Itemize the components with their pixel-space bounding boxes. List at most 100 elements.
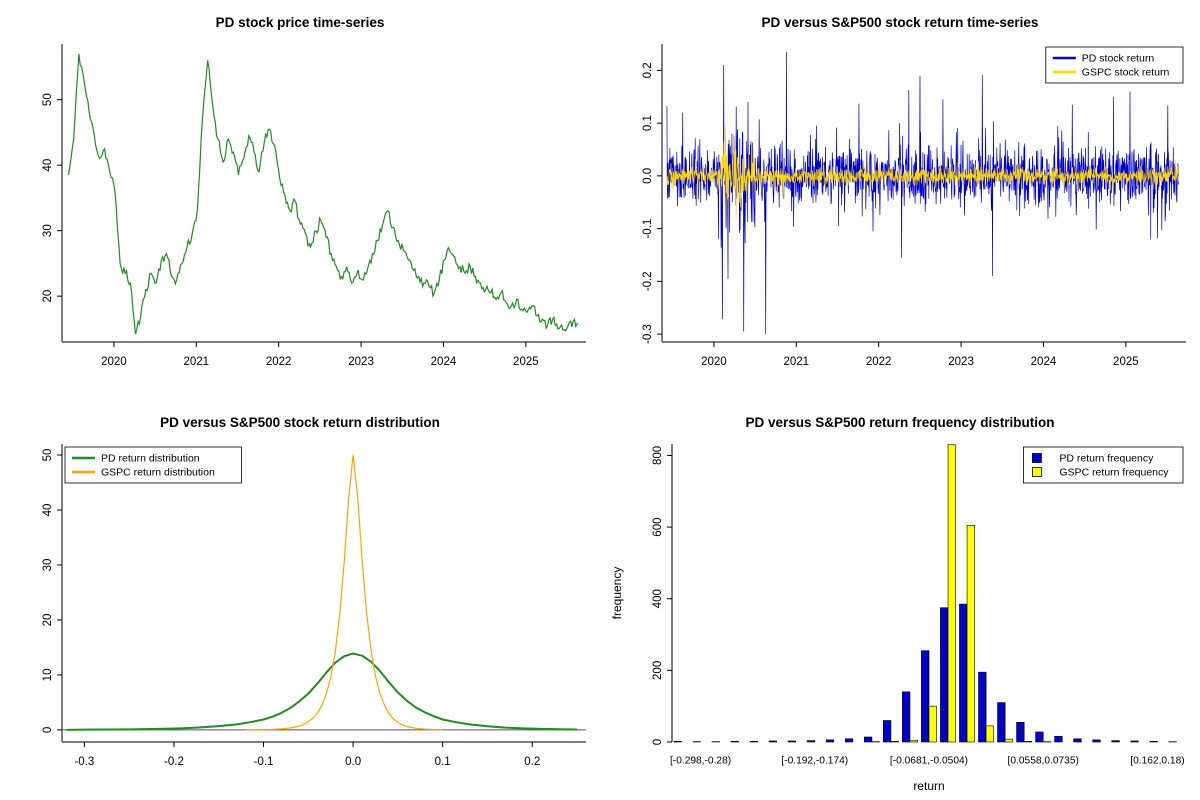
x-tick-label: 2024 xyxy=(1031,356,1057,368)
legend-swatch xyxy=(1031,467,1042,477)
frequency-bar xyxy=(947,444,956,743)
frequency-bar xyxy=(730,740,739,743)
frequency-bar xyxy=(1111,740,1120,743)
frequency-bar xyxy=(940,607,949,743)
x-tick-label: 0.0 xyxy=(345,756,361,768)
y-tick-label: -0.1 xyxy=(642,219,654,239)
frequency-bar xyxy=(749,740,758,743)
legend: PD stock return GSPC stock return xyxy=(1045,46,1184,84)
x-bin-label: [0.0558,0.0735) xyxy=(1008,756,1079,767)
frequency-bar xyxy=(1130,740,1139,743)
legend-label: GSPC return frequency xyxy=(1059,467,1169,479)
y-tick-label: 0.0 xyxy=(642,168,654,184)
frequency-bar xyxy=(1149,740,1158,743)
x-tick-label: 2022 xyxy=(266,356,292,368)
x-tick-label: 0.1 xyxy=(435,756,451,768)
chart-title: PD versus S&P500 return frequency distri… xyxy=(745,415,1055,430)
x-tick-label: 2021 xyxy=(783,356,809,368)
x-bin-label: [-0.192,-0.174) xyxy=(781,756,848,767)
legend-box xyxy=(1022,446,1184,484)
y-tick-label: 40 xyxy=(42,504,54,517)
frequency-bar xyxy=(1054,735,1063,743)
legend-label: GSPC stock return xyxy=(1082,67,1170,79)
y-tick-label: 0.1 xyxy=(642,115,654,131)
frequency-bar xyxy=(844,738,854,743)
x-tick-label: -0.2 xyxy=(164,756,184,768)
frequency-bar xyxy=(902,691,911,743)
frequency-chart-svg: 0 200 400 600 800 [-0.298,-0.28) [-0.192,-0.17… xyxy=(610,444,1185,793)
return-series-line xyxy=(666,126,1179,227)
frequency-bar xyxy=(985,725,995,743)
axes xyxy=(657,44,1186,347)
legend-box xyxy=(1045,46,1184,84)
x-tick-label: 2025 xyxy=(1113,356,1139,368)
y-axis-title: frequency xyxy=(610,567,624,620)
frequency-bar xyxy=(673,740,682,743)
axes xyxy=(57,44,586,347)
x-bin-label: [-0.298,-0.28) xyxy=(670,756,731,767)
frequency-bar xyxy=(863,736,873,743)
frequency-bar xyxy=(787,740,797,743)
x-tick-label: 2021 xyxy=(183,356,209,368)
returns-chart-svg: 2020 2021 2022 2023 2024 2025 -0.3 -0.2 -0.1 0.0 0… xyxy=(642,44,1186,368)
x-tick-label: 2022 xyxy=(866,356,892,368)
y-tick-label: 800 xyxy=(652,446,664,465)
panel-return-distribution: PD versus S&P500 stock return distributi… xyxy=(0,400,600,800)
chart-title: PD versus S&P500 stock return time-serie… xyxy=(761,15,1039,30)
legend-label: PD return frequency xyxy=(1059,453,1154,465)
y-tick-label: 10 xyxy=(42,669,54,682)
return-series-line xyxy=(666,51,1179,335)
price-chart-svg: 2020 2021 2022 2023 2024 2025 20 30 40 50 xyxy=(42,44,586,368)
density-curve xyxy=(66,652,578,731)
frequency-bar xyxy=(1016,721,1025,743)
panel-price-time-series: PD stock price time-series 2020 2021 2022 2… xyxy=(0,0,600,400)
legend: PD return frequency GSPC return frequency xyxy=(1022,446,1184,484)
frequency-bar xyxy=(997,702,1006,743)
y-tick-label: 0 xyxy=(42,727,54,733)
y-tick-label: 50 xyxy=(42,93,54,106)
y-tick-label: 400 xyxy=(652,589,664,608)
x-bin-label: [-0.0681,-0.0504) xyxy=(890,756,968,767)
panel-return-frequency: PD versus S&P500 return frequency distri… xyxy=(600,400,1200,800)
y-tick-label: 20 xyxy=(42,290,54,303)
x-tick-label: 2024 xyxy=(431,356,457,368)
legend-box xyxy=(64,446,242,484)
axes xyxy=(667,444,673,743)
frequency-bar xyxy=(768,740,777,743)
y-tick-label: -0.2 xyxy=(642,271,654,291)
frequency-bar xyxy=(890,740,899,743)
frequency-bar xyxy=(806,740,816,743)
y-tick-label: 20 xyxy=(42,614,54,627)
x-tick-label: 2025 xyxy=(513,356,539,368)
frequency-bar xyxy=(1004,738,1014,743)
x-tick-label: -0.3 xyxy=(74,756,94,768)
frequency-bar xyxy=(883,720,892,743)
density-chart-svg: -0.3 -0.2 -0.1 0.0 0.1 0.2 0 10 20 30 40 50 PD retur… xyxy=(42,444,586,768)
y-tick-label: -0.3 xyxy=(642,324,654,344)
y-tick-label: 30 xyxy=(42,559,54,572)
axes xyxy=(57,444,586,747)
y-tick-label: 600 xyxy=(652,518,664,537)
legend-label: PD return distribution xyxy=(101,453,200,465)
x-tick-label: -0.1 xyxy=(254,756,274,768)
x-tick-label: 0.2 xyxy=(524,756,540,768)
frequency-bar xyxy=(978,671,987,743)
frequency-bar xyxy=(959,603,968,743)
frequency-bar xyxy=(909,739,918,743)
chart-title: PD versus S&P500 stock return distributi… xyxy=(160,415,440,430)
frequency-bar xyxy=(825,739,835,743)
legend: PD return distribution GSPC return distri… xyxy=(64,446,242,484)
frequency-bar xyxy=(1073,738,1082,743)
frequency-bar xyxy=(921,650,930,743)
y-tick-label: 0.2 xyxy=(642,62,654,78)
panel-return-time-series: PD versus S&P500 stock return time-serie… xyxy=(600,0,1200,400)
x-axis-title: return xyxy=(913,779,944,793)
x-tick-label: 2020 xyxy=(701,356,727,368)
y-tick-label: 50 xyxy=(42,449,54,462)
frequency-bar xyxy=(1092,739,1101,743)
x-tick-label: 2020 xyxy=(101,356,127,368)
y-tick-label: 40 xyxy=(42,159,54,172)
y-tick-label: 200 xyxy=(652,661,664,680)
x-tick-label: 2023 xyxy=(948,356,974,368)
